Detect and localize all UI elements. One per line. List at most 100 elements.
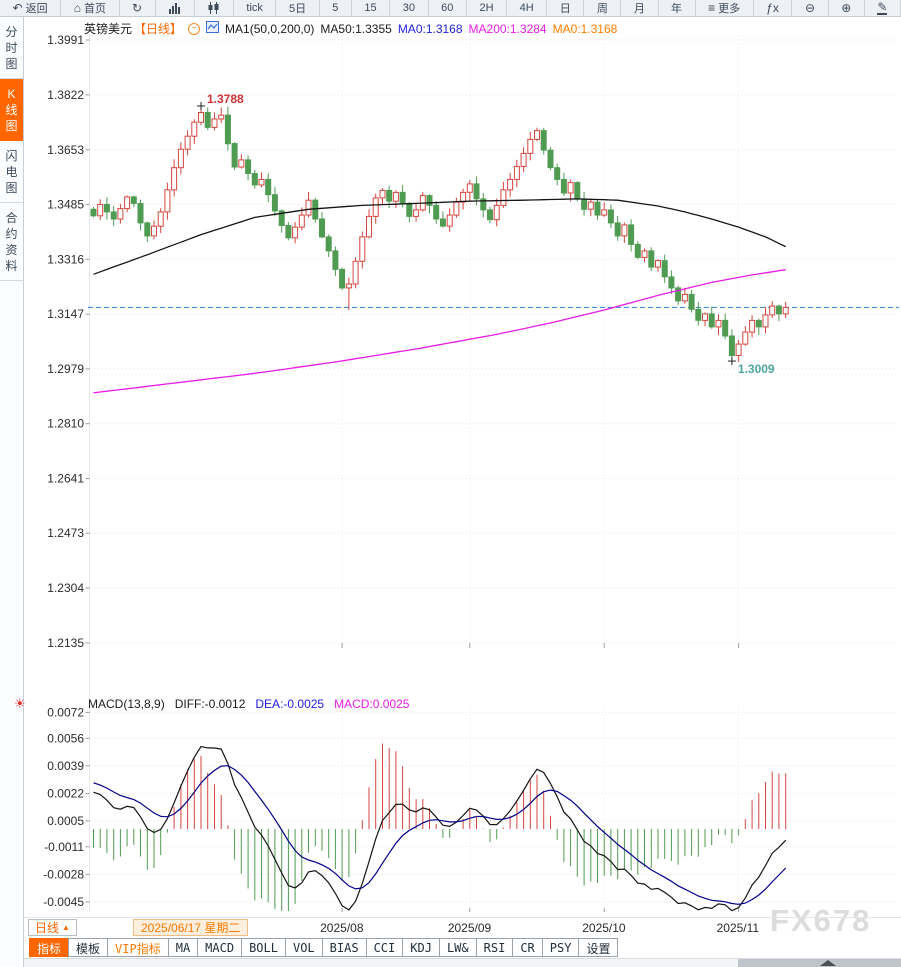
indicator-tab-设置[interactable]: 设置 bbox=[578, 938, 619, 957]
candle-body bbox=[594, 201, 601, 216]
toolbar-item-period-30[interactable]: 30 bbox=[390, 0, 429, 16]
indicator-tab-LW&[interactable]: LW& bbox=[438, 938, 477, 957]
indicator-tab-PSY[interactable]: PSY bbox=[541, 938, 580, 957]
scrollbar-thumb[interactable] bbox=[738, 959, 901, 967]
indicator-tab-CR[interactable]: CR bbox=[512, 938, 543, 957]
toolbar-item-bar-chart[interactable] bbox=[156, 0, 195, 16]
indicator-tab-模板[interactable]: 模板 bbox=[68, 938, 109, 957]
candle-body bbox=[419, 195, 426, 211]
horizontal-scrollbar[interactable] bbox=[0, 958, 901, 967]
line-chart-icon[interactable] bbox=[206, 21, 220, 36]
candle-body bbox=[715, 319, 722, 328]
toolbar-item-home[interactable]: ⌂ 首页 bbox=[61, 0, 120, 16]
candle-body bbox=[366, 215, 372, 238]
candle-body bbox=[439, 218, 446, 227]
candle-body bbox=[661, 260, 668, 278]
toolbar-item-tick[interactable]: tick bbox=[234, 0, 277, 16]
toolbar-item-zoom-out[interactable]: ⊖ bbox=[792, 0, 829, 16]
candle-body bbox=[271, 194, 278, 212]
candle-body bbox=[278, 210, 285, 226]
toolbar-item-back[interactable]: ↶ 返回 bbox=[0, 0, 62, 16]
toolbar-item-refresh[interactable]: ↻ bbox=[120, 0, 156, 16]
toolbar-item-period-2h[interactable]: 2H bbox=[467, 0, 508, 16]
ma-settings-label: MA1(50,0,200,0) bbox=[225, 21, 315, 36]
indicator-tab-BIAS[interactable]: BIAS bbox=[321, 938, 367, 957]
candle-body bbox=[466, 183, 473, 193]
indicator-tab-MACD[interactable]: MACD bbox=[197, 938, 243, 957]
indicator-tab-VOL[interactable]: VOL bbox=[284, 938, 323, 957]
toolbar-item-more[interactable]: ≡ 更多 bbox=[696, 0, 754, 16]
toolbar-item-label: 2H bbox=[479, 2, 494, 14]
candle-body bbox=[332, 250, 339, 270]
period-tag: 【日线】 bbox=[134, 22, 183, 36]
toolbar-item-fx[interactable]: ƒx bbox=[754, 0, 793, 16]
sidebar-tab-合约资料[interactable]: 合约资料 bbox=[0, 203, 23, 281]
sidebar-tab-分时图[interactable]: 分时图 bbox=[0, 17, 23, 79]
candle-body bbox=[258, 178, 265, 186]
candle-body bbox=[285, 225, 292, 239]
candle-body bbox=[641, 250, 648, 258]
refresh-icon: ↻ bbox=[132, 1, 143, 15]
candle-body bbox=[124, 196, 131, 210]
toolbar-item-label: 4H bbox=[519, 2, 534, 14]
candle-body bbox=[560, 178, 567, 194]
candle-body bbox=[695, 308, 702, 321]
top-toolbar: ↶ 返回 ⌂ 首页 ↻ tick 5日 5 15 30 60 2H 4H 日周月年 ≡ 更多 ƒx ⊖ ⊕ ✎ bbox=[0, 0, 901, 17]
y-axis-label-macd: 0.0072 bbox=[47, 705, 84, 719]
candle-body bbox=[305, 199, 312, 216]
candle-body bbox=[137, 202, 144, 224]
toolbar-item-period-day[interactable]: 日 bbox=[547, 0, 585, 16]
collapse-icon[interactable]: − bbox=[188, 22, 201, 35]
indicator-tab-KDJ[interactable]: KDJ bbox=[402, 938, 440, 957]
period-selector-button[interactable]: 日线 ▲ bbox=[28, 919, 77, 936]
candle-body bbox=[540, 130, 547, 151]
toolbar-item-period-week[interactable]: 周 bbox=[584, 0, 622, 16]
ma0-orange-value: MA0:1.3168 bbox=[552, 21, 618, 36]
toolbar-item-period-5[interactable]: 5 bbox=[320, 0, 352, 16]
toolbar-item-period-year[interactable]: 年 bbox=[659, 0, 696, 16]
macd-title: MACD(13,8,9) bbox=[88, 697, 165, 711]
candle-body bbox=[90, 208, 97, 217]
back-icon: ↶ bbox=[12, 1, 23, 15]
y-axis-label-main: 1.3316 bbox=[47, 252, 84, 266]
period-selector-label: 日线 bbox=[35, 921, 60, 935]
indicator-settings-icon[interactable]: ☀ bbox=[14, 696, 26, 711]
candle-body bbox=[648, 250, 655, 268]
ma200-value: MA200:1.3284 bbox=[468, 21, 547, 36]
ma-line bbox=[93, 198, 786, 275]
candle-body bbox=[218, 114, 225, 120]
indicator-tab-MA[interactable]: MA bbox=[167, 938, 199, 957]
toolbar-item-candle-chart[interactable] bbox=[195, 0, 234, 16]
candle-body bbox=[392, 191, 399, 202]
date-axis-row: 日线 ▲ 2025/06/17 星期二 2025/08 2025/09 2025/1… bbox=[0, 917, 901, 937]
more-icon: ≡ bbox=[708, 1, 716, 15]
zoom-in-icon: ⊕ bbox=[841, 1, 852, 15]
candle-body bbox=[325, 236, 332, 252]
toolbar-item-period-5d[interactable]: 5日 bbox=[276, 0, 320, 16]
y-axis-label-main: 1.3147 bbox=[47, 307, 84, 321]
draw-icon: ✎ bbox=[877, 0, 888, 15]
toolbar-item-period-15[interactable]: 15 bbox=[352, 0, 391, 16]
candle-body bbox=[534, 130, 540, 140]
indicator-tab-VIP指标[interactable]: VIP指标 bbox=[107, 938, 169, 957]
indicator-tab-RSI[interactable]: RSI bbox=[475, 938, 514, 957]
candle-body bbox=[184, 135, 191, 150]
sidebar-tab-闪电图[interactable]: 闪电图 bbox=[0, 141, 23, 203]
toolbar-item-period-60[interactable]: 60 bbox=[429, 0, 467, 16]
toolbar-item-period-4h[interactable]: 4H bbox=[507, 0, 548, 16]
indicator-tab-指标[interactable]: 指标 bbox=[29, 938, 70, 957]
toolbar-item-draw[interactable]: ✎ bbox=[865, 0, 901, 16]
candle-body bbox=[97, 203, 104, 217]
indicator-tab-CCI[interactable]: CCI bbox=[365, 938, 404, 957]
toolbar-item-label: 60 bbox=[441, 2, 454, 14]
candle-body bbox=[265, 178, 272, 196]
candle-body bbox=[722, 319, 729, 337]
candle-body bbox=[581, 198, 588, 210]
indicator-tab-BOLL[interactable]: BOLL bbox=[241, 938, 286, 957]
home-icon: ⌂ bbox=[73, 1, 81, 15]
candle-body bbox=[675, 287, 682, 302]
toolbar-item-period-month[interactable]: 月 bbox=[621, 0, 659, 16]
toolbar-item-zoom-in[interactable]: ⊕ bbox=[829, 0, 865, 16]
